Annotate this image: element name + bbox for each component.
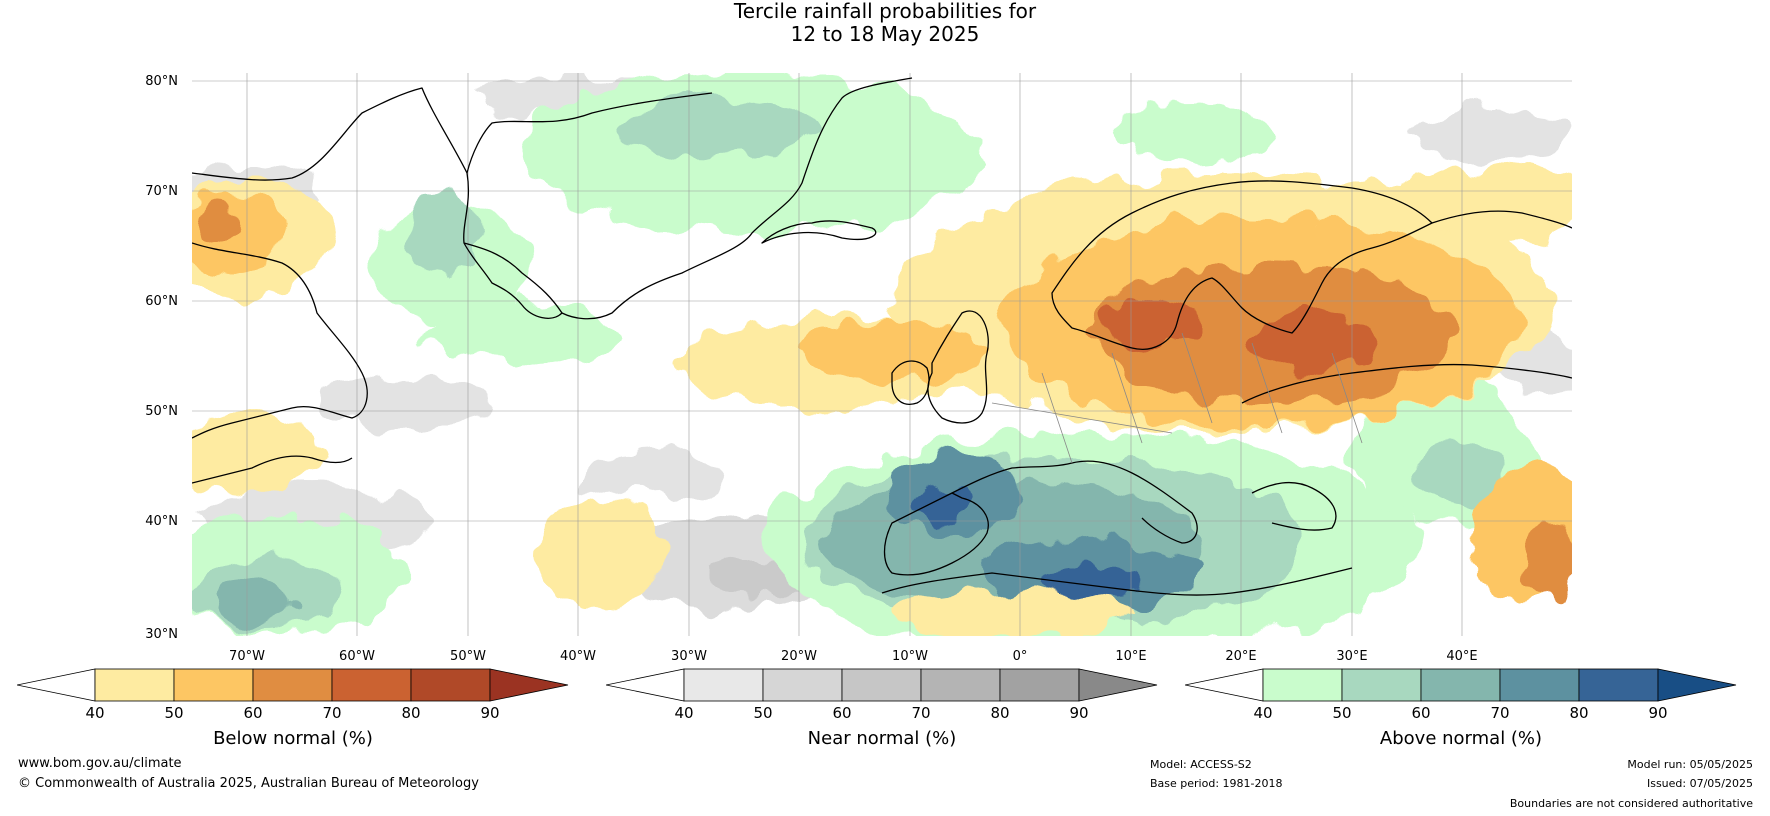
map-title-line1: Tercile rainfall probabilities for: [733, 0, 1037, 23]
lon-label: 50°W: [450, 649, 486, 664]
legend-label-below-normal: Below normal (%): [213, 728, 373, 749]
colorbar-tick-label: 90: [1069, 704, 1089, 722]
colorbar-tick-label: 50: [164, 704, 184, 722]
colorbar-bin: [1499, 668, 1580, 702]
north-africa-coast: [881, 567, 1353, 596]
russia-north-coast: [1431, 210, 1572, 229]
colorbar-tick-label: 70: [911, 704, 931, 722]
scandinavia: [1051, 180, 1433, 350]
ireland: [891, 360, 930, 405]
colorbar-tick-label: 60: [243, 704, 263, 722]
colorbar-extend-high: [489, 668, 569, 702]
country-boundaries: [991, 332, 1363, 464]
colorbar-extend-low: [1185, 668, 1264, 702]
colorbar-bin: [920, 668, 1001, 702]
model-run-date: Model run: 05/05/2025: [1627, 758, 1753, 771]
lat-label: 80°N: [145, 74, 178, 89]
colorbar-bin: [410, 668, 491, 702]
colorbar-tick-label: 80: [990, 704, 1010, 722]
canada-coast: [192, 242, 368, 439]
southern-europe-coast: [951, 460, 1198, 544]
black-sea-coast: [1251, 481, 1337, 531]
lon-label: 30°W: [671, 649, 707, 664]
colorbar-bin: [1262, 668, 1343, 702]
legend-label-near-normal: Near normal (%): [807, 728, 957, 749]
colorbar-bin: [762, 668, 843, 702]
colorbar-tick-label: 50: [753, 704, 773, 722]
iceland: [761, 220, 877, 244]
lon-label: 20°E: [1225, 649, 1257, 664]
iberia: [883, 492, 989, 576]
colorbar-bin: [841, 668, 922, 702]
colorbar-bin: [1420, 668, 1501, 702]
base-period: Base period: 1981-2018: [1150, 777, 1283, 790]
model-name: Model: ACCESS-S2: [1150, 758, 1252, 771]
colorbar-extend-low: [606, 668, 685, 702]
colorbar-bin: [173, 668, 254, 702]
rainfall-probability-map: [192, 73, 1572, 636]
colorbar-tick-label: 40: [1253, 704, 1273, 722]
colorbar-above-normal: [1185, 668, 1737, 702]
graticule: [192, 73, 1572, 636]
colorbar-near-normal: [606, 668, 1158, 702]
colorbar-tick-label: 40: [85, 704, 105, 722]
colorbar-tick-label: 90: [1648, 704, 1668, 722]
colorbar-tick-label: 60: [832, 704, 852, 722]
colorbar-bin: [331, 668, 412, 702]
colorbar-bin: [683, 668, 764, 702]
lat-label: 70°N: [145, 184, 178, 199]
colorbar-bin: [999, 668, 1080, 702]
colorbar-tick-label: 90: [480, 704, 500, 722]
lon-label: 10°W: [892, 649, 928, 664]
colorbar-tick-label: 60: [1411, 704, 1431, 722]
lat-label: 50°N: [145, 404, 178, 419]
coastlines: [192, 77, 1572, 596]
map-title-line2: 12 to 18 May 2025: [790, 22, 980, 46]
great-britain: [927, 310, 989, 424]
colorbar-tick-label: 50: [1332, 704, 1352, 722]
colorbar-extend-high: [1657, 668, 1737, 702]
lon-label: 40°E: [1446, 649, 1478, 664]
colorbar-extend-high: [1078, 668, 1158, 702]
lon-label: 20°W: [781, 649, 817, 664]
lon-label: 0°: [1012, 649, 1028, 664]
greenland-west-coast: [192, 87, 563, 319]
issued-date: Issued: 07/05/2025: [1646, 777, 1753, 790]
lat-label: 60°N: [145, 294, 178, 309]
website-link[interactable]: www.bom.gov.au/climate: [18, 756, 182, 771]
colorbar-bin: [252, 668, 333, 702]
colorbar-below-normal: [17, 668, 569, 702]
probability-shading: [192, 73, 1572, 636]
boundaries-disclaimer: Boundaries are not considered authoritat…: [1509, 797, 1753, 810]
colorbar-tick-label: 80: [401, 704, 421, 722]
colorbar-bin: [1578, 668, 1659, 702]
colorbar-tick-label: 70: [322, 704, 342, 722]
lon-label: 60°W: [339, 649, 375, 664]
lon-label: 70°W: [229, 649, 265, 664]
copyright-text: © Commonwealth of Australia 2025, Austra…: [18, 776, 479, 791]
colorbar-tick-label: 80: [1569, 704, 1589, 722]
colorbar-tick-label: 40: [674, 704, 694, 722]
colorbar-extend-low: [17, 668, 96, 702]
greenland-interior-edge: [466, 92, 713, 174]
legend-label-above-normal: Above normal (%): [1379, 728, 1543, 749]
colorbar-bin: [1341, 668, 1422, 702]
colorbar-bin: [94, 668, 175, 702]
greenland-east-coast: [561, 77, 913, 320]
baltic-eastern-outline: [1241, 363, 1572, 404]
lon-label: 30°E: [1336, 649, 1368, 664]
lat-label: 30°N: [145, 627, 178, 642]
lon-label: 10°E: [1115, 649, 1147, 664]
colorbar-tick-label: 70: [1490, 704, 1510, 722]
canada-south-coast: [192, 455, 353, 484]
lon-label: 40°W: [560, 649, 596, 664]
lat-label: 40°N: [145, 514, 178, 529]
